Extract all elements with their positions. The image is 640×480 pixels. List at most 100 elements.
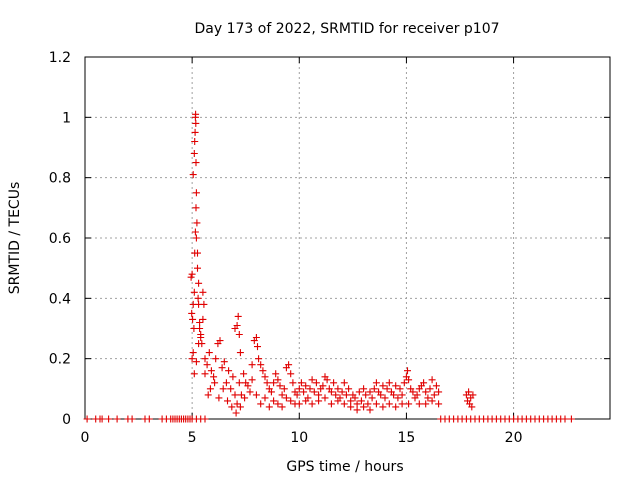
data-point xyxy=(377,391,385,399)
data-point xyxy=(308,400,316,408)
data-point xyxy=(235,331,243,338)
data-point xyxy=(360,403,368,411)
data-point xyxy=(342,391,350,399)
data-point xyxy=(289,379,297,387)
data-point xyxy=(372,379,380,387)
data-point xyxy=(394,394,402,402)
data-point xyxy=(188,309,196,317)
data-point xyxy=(272,370,280,378)
data-point xyxy=(128,415,136,423)
data-point xyxy=(405,400,413,408)
data-point xyxy=(204,391,212,399)
x-axis-label: GPS time / hours xyxy=(286,459,403,475)
data-point xyxy=(145,415,153,423)
data-point xyxy=(385,400,393,408)
data-point xyxy=(398,391,406,399)
data-point xyxy=(428,376,436,384)
data-point xyxy=(254,343,261,351)
data-point xyxy=(196,325,204,332)
data-point xyxy=(234,312,242,320)
data-point xyxy=(192,204,200,212)
data-point xyxy=(246,388,254,396)
data-point xyxy=(355,388,363,396)
data-point xyxy=(190,150,198,157)
data-point xyxy=(567,415,575,423)
data-point xyxy=(189,315,197,323)
data-point xyxy=(306,385,314,393)
data-point xyxy=(428,397,436,405)
data-point xyxy=(323,376,331,384)
data-point xyxy=(192,358,200,366)
data-point xyxy=(201,355,209,363)
data-point xyxy=(189,349,197,357)
data-point xyxy=(347,397,355,405)
data-point xyxy=(469,391,477,399)
data-point xyxy=(430,391,438,399)
data-point xyxy=(263,379,271,387)
data-point xyxy=(334,385,342,393)
data-point xyxy=(207,367,215,375)
data-point xyxy=(222,379,230,387)
data-point xyxy=(362,391,370,399)
data-point xyxy=(274,376,282,384)
data-point xyxy=(435,400,443,408)
x-tick-label: 10 xyxy=(290,430,308,446)
data-point xyxy=(332,391,340,399)
data-point xyxy=(300,388,308,396)
plot-frame xyxy=(84,56,611,420)
data-point xyxy=(360,385,368,393)
data-point xyxy=(420,379,428,387)
data-point xyxy=(370,385,378,393)
data-point xyxy=(194,249,201,257)
data-point xyxy=(379,403,387,411)
data-point xyxy=(405,376,413,384)
data-point xyxy=(228,403,236,411)
data-point xyxy=(302,397,310,405)
x-tick-label: 5 xyxy=(188,430,197,446)
data-point xyxy=(215,394,223,402)
data-point xyxy=(195,279,203,287)
data-point xyxy=(267,388,275,396)
data-point xyxy=(203,361,211,369)
data-point xyxy=(196,319,204,326)
data-point xyxy=(205,349,213,357)
data-point xyxy=(287,397,295,405)
data-point xyxy=(340,400,348,408)
data-point xyxy=(398,400,406,408)
data-point xyxy=(83,415,91,423)
data-point xyxy=(280,385,288,393)
data-point xyxy=(224,397,231,405)
data-point xyxy=(270,397,278,405)
data-point xyxy=(192,119,200,127)
data-point xyxy=(191,228,199,236)
data-point xyxy=(368,394,376,402)
data-point xyxy=(216,337,224,345)
data-point xyxy=(241,394,249,402)
data-point xyxy=(210,373,218,381)
data-point xyxy=(197,334,205,341)
data-point xyxy=(199,288,207,296)
data-point xyxy=(270,379,278,387)
data-point xyxy=(225,367,233,375)
data-point xyxy=(415,400,423,408)
data-point xyxy=(392,403,400,411)
data-point xyxy=(426,385,434,393)
data-point xyxy=(257,400,265,408)
y-tick-label: 1.2 xyxy=(49,50,71,66)
data-point xyxy=(113,415,121,423)
y-tick-label: 0.2 xyxy=(49,352,71,368)
data-point xyxy=(201,415,209,423)
y-tick-label: 0.6 xyxy=(49,231,71,247)
data-point xyxy=(432,382,440,390)
data-point xyxy=(237,391,245,399)
data-point xyxy=(193,219,201,227)
data-point xyxy=(468,403,476,411)
data-point xyxy=(257,361,265,369)
data-point xyxy=(561,415,569,423)
data-point xyxy=(233,322,241,329)
data-point xyxy=(315,391,323,399)
data-point xyxy=(338,388,346,396)
data-point xyxy=(435,388,443,396)
data-point xyxy=(285,361,293,369)
